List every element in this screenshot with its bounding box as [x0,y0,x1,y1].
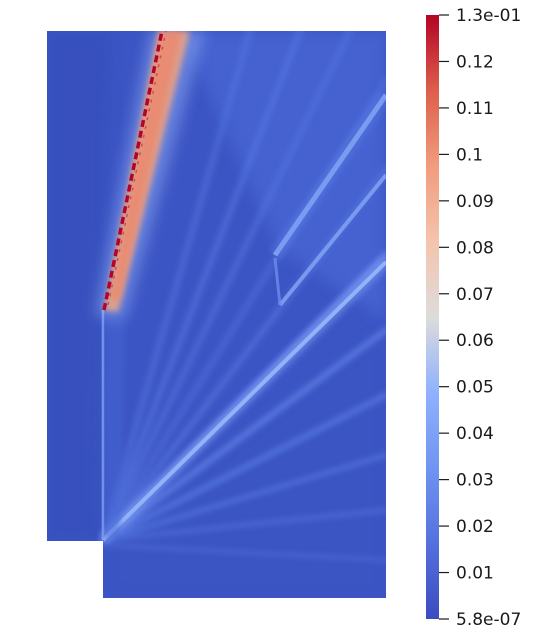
field-shade-left-column [47,31,110,540]
secondary-shaft [269,91,386,259]
colorbar-tick-label: 0.11 [456,99,494,119]
colorbar-tick-label: 0.12 [456,52,494,72]
fan-streak [101,543,386,562]
colorbar-tick-label: 0.08 [456,238,494,258]
corner-wedge [103,310,125,540]
fan-streak [100,31,353,543]
colorbar: 1.3e-01 0.12 0.11 0.1 0.09 0.08 0.07 0.06 0.05 0.… [426,6,521,630]
fan-streak [100,31,253,543]
band-red-streak-2 [107,31,167,306]
colorbar-tick-label: 0.04 [456,424,494,444]
colorbar-tick-label: 0.09 [456,192,494,212]
band-warm-inner [110,31,182,300]
domain-field [47,31,386,598]
fan-streak [100,31,303,543]
colorbar-tick-label: 0.06 [456,331,494,351]
colorbar-tick-label: 0.01 [456,564,494,584]
secondary-shaft [278,173,386,307]
colorbar-tick-label: 5.8e-07 [456,610,521,630]
colorbar-tick-label: 0.1 [456,145,483,165]
colorbar-gradient [426,15,439,619]
fan-streak [100,392,386,543]
secondary-shaft [273,257,282,306]
colorbar-tick-label: 0.02 [456,517,494,537]
fan-streak [100,507,386,543]
secondary-shafts [269,91,386,307]
colorbar-tick-label: 1.3e-01 [456,6,521,26]
fan-streak [100,452,386,543]
colorbar-tick-label: 0.07 [456,285,494,305]
colorbar-tick-label: 0.03 [456,471,494,491]
main-shear-band [95,31,205,320]
colorbar-tick-label: 0.05 [456,378,494,398]
lower-band-glow [98,257,386,545]
colorbar-ticks: 1.3e-01 0.12 0.11 0.1 0.09 0.08 0.07 0.06 0.05 0.… [439,6,521,630]
band-red-streak [102,31,164,311]
fan-streak [100,327,386,543]
